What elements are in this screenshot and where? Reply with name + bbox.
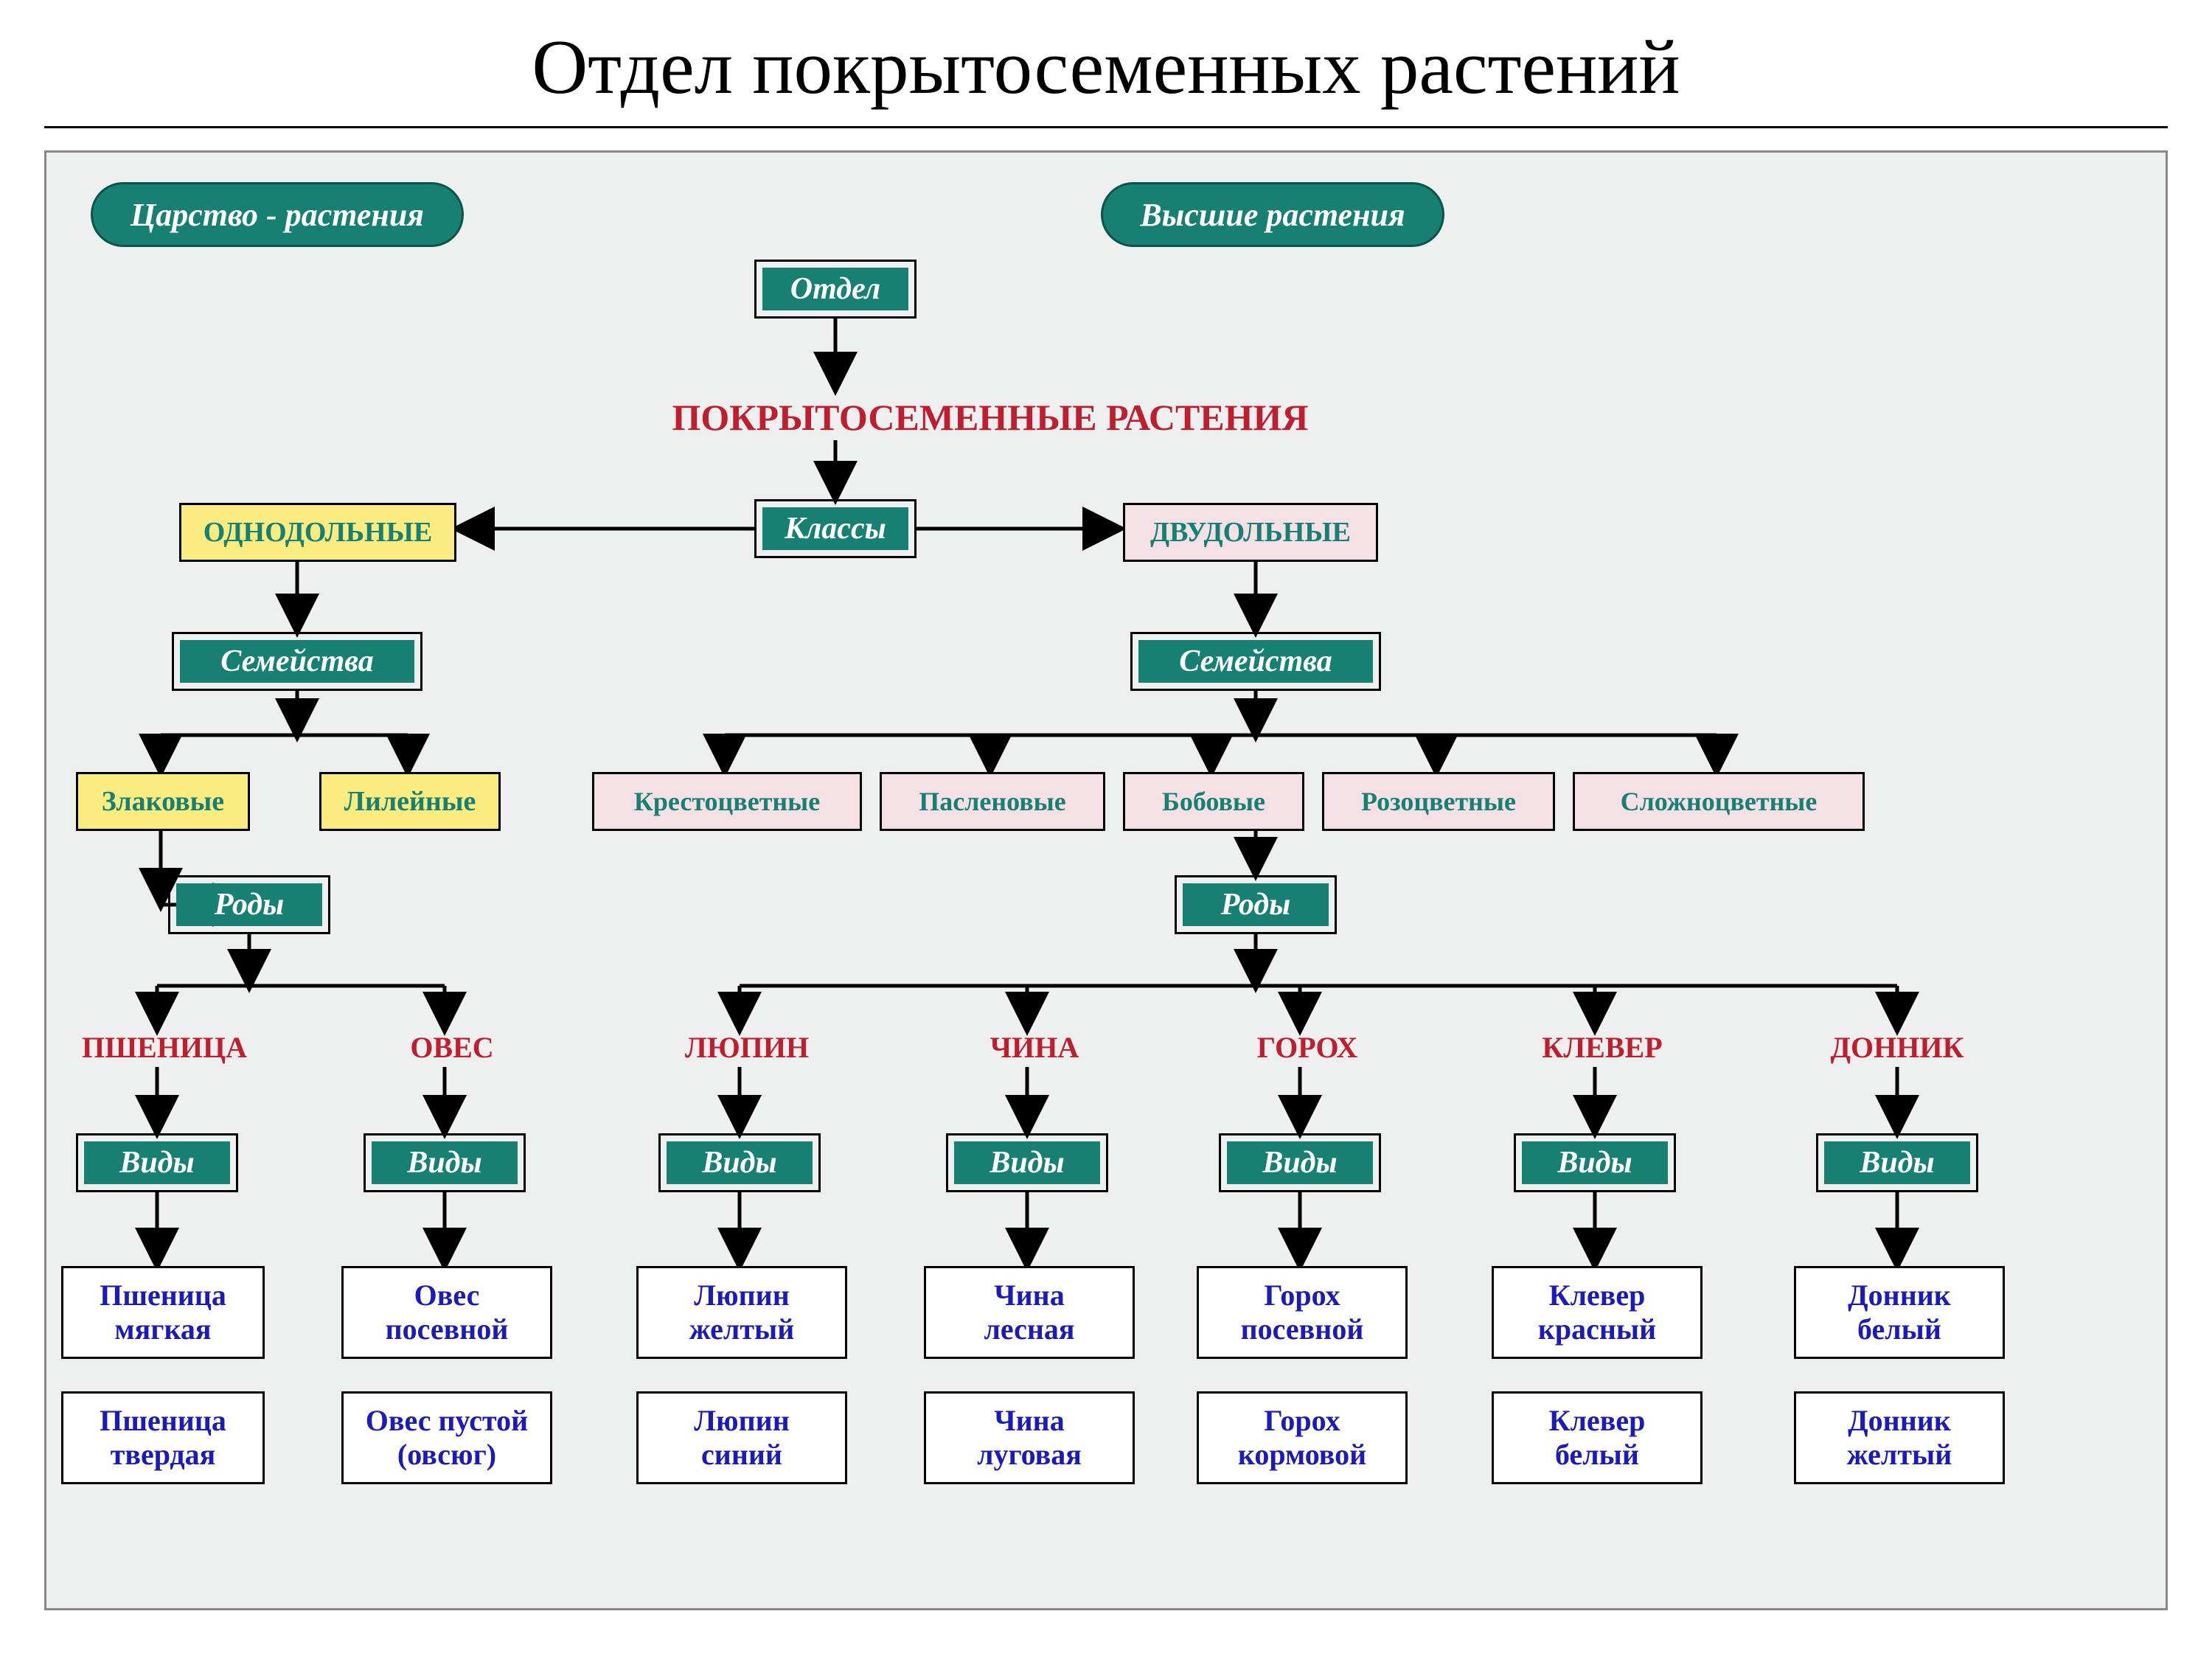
family-yellow-1: Лилейные <box>319 772 501 831</box>
genus-1: ОВЕС <box>393 1030 511 1065</box>
teal-klassy: Классы <box>754 499 917 558</box>
species-r2-0: Пшеницатвердая <box>61 1391 265 1484</box>
family-yellow-0: Злаковые <box>76 772 250 831</box>
teal-vidy_3-label: Виды <box>954 1141 1100 1184</box>
family-pink-1: Пасленовые <box>880 772 1105 831</box>
genus-4: ГОРОХ <box>1234 1030 1381 1065</box>
genus-6: ДОННИК <box>1816 1030 1978 1065</box>
species-r2-4: Горохкормовой <box>1197 1391 1408 1484</box>
teal-vidy_4: Виды <box>1219 1133 1381 1192</box>
connectors <box>46 153 2166 1608</box>
pill-higher: Высшие растения <box>1101 182 1444 247</box>
teal-rody1-label: Роды <box>176 883 322 926</box>
class-di: ДВУДОЛЬНЫЕ <box>1123 503 1378 562</box>
genus-0: ПШЕНИЦА <box>69 1030 260 1065</box>
teal-sem2-label: Семейства <box>1138 640 1373 683</box>
flowchart: Царство - растения Высшие растения Отдел Кл… <box>44 150 2168 1610</box>
species-r1-4: Горохпосевной <box>1197 1266 1408 1359</box>
species-r2-1: Овес пустой(овсюг) <box>341 1391 552 1484</box>
species-r1-2: Люпинжелтый <box>636 1266 847 1359</box>
family-pink-4: Сложноцветные <box>1573 772 1865 831</box>
species-r1-3: Чиналесная <box>924 1266 1135 1359</box>
teal-sem2: Семейства <box>1130 632 1381 691</box>
family-pink-0: Крестоцветные <box>592 772 862 831</box>
title-underline <box>44 126 2168 128</box>
species-r2-3: Чиналуговая <box>924 1391 1135 1484</box>
teal-sem1: Семейства <box>172 632 422 691</box>
genus-2: ЛЮПИН <box>673 1030 821 1065</box>
page-title: Отдел покрытосеменных растений <box>0 0 2212 126</box>
species-r1-1: Овеспосевной <box>341 1266 552 1359</box>
species-r2-5: Клевербелый <box>1492 1391 1703 1484</box>
teal-vidy_6-label: Виды <box>1824 1141 1970 1184</box>
teal-rody2: Роды <box>1175 875 1337 934</box>
species-r1-5: Клеверкрасный <box>1492 1266 1703 1359</box>
species-r1-0: Пшеницамягкая <box>61 1266 265 1359</box>
red-title: ПОКРЫТОСЕМЕННЫЕ РАСТЕНИЯ <box>548 396 1433 439</box>
class-mono: ОДНОДОЛЬНЫЕ <box>179 503 456 562</box>
teal-vidy_2: Виды <box>658 1133 821 1192</box>
teal-klassy-label: Классы <box>762 507 908 550</box>
species-r2-2: Люпинсиний <box>636 1391 847 1484</box>
teal-rody2-label: Роды <box>1183 883 1329 926</box>
teal-rody1: Роды <box>168 875 330 934</box>
teal-vidy_2-label: Виды <box>667 1141 813 1184</box>
teal-vidy_4-label: Виды <box>1227 1141 1373 1184</box>
teal-vidy_3: Виды <box>946 1133 1108 1192</box>
teal-vidy_5: Виды <box>1514 1133 1676 1192</box>
teal-otdel-label: Отдел <box>762 268 908 310</box>
genus-3: ЧИНА <box>975 1030 1093 1065</box>
family-pink-2: Бобовые <box>1123 772 1304 831</box>
genus-5: КЛЕВЕР <box>1528 1030 1676 1065</box>
family-pink-3: Розоцветные <box>1322 772 1555 831</box>
species-r1-6: Донникбелый <box>1794 1266 2005 1359</box>
teal-vidy_0-label: Виды <box>84 1141 230 1184</box>
teal-sem1-label: Семейства <box>180 640 414 683</box>
teal-vidy_5-label: Виды <box>1522 1141 1668 1184</box>
teal-vidy_1-label: Виды <box>372 1141 518 1184</box>
species-r2-6: Донникжелтый <box>1794 1391 2005 1484</box>
teal-vidy_0: Виды <box>76 1133 238 1192</box>
teal-otdel: Отдел <box>754 260 917 319</box>
page: Отдел покрытосеменных растений Царство -… <box>0 0 2212 1659</box>
pill-kingdom: Царство - растения <box>91 182 464 247</box>
teal-vidy_1: Виды <box>364 1133 526 1192</box>
teal-vidy_6: Виды <box>1816 1133 1978 1192</box>
